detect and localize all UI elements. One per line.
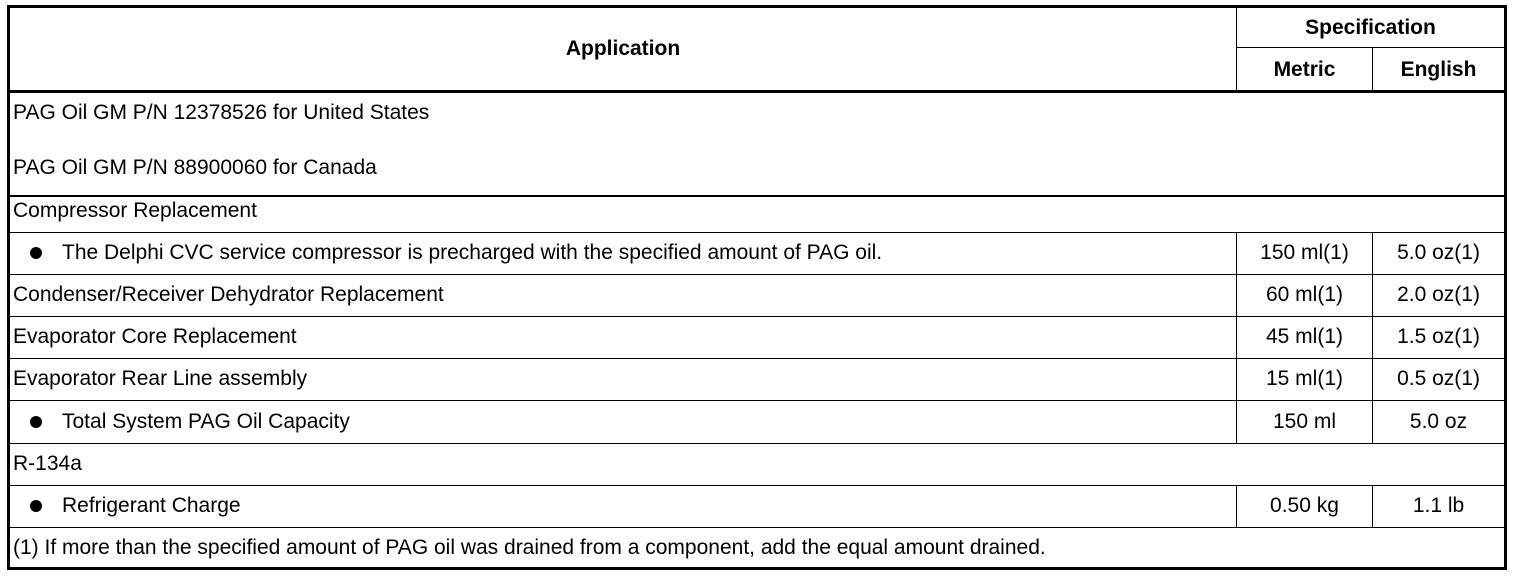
row-metric: 15 ml(1) <box>1265 367 1344 390</box>
divider <box>1237 47 1504 48</box>
row-metric: 150 ml(1) <box>1260 241 1349 264</box>
specification-table <box>7 5 1507 570</box>
row-english: 1.1 lb <box>1412 494 1465 517</box>
row-label: Compressor Replacement <box>13 199 257 222</box>
row-label: Evaporator Core Replacement <box>13 325 297 348</box>
row-english: 1.5 oz(1) <box>1397 325 1480 348</box>
divider <box>1236 232 1237 443</box>
header-english: English <box>1400 58 1477 81</box>
row-metric: 60 ml(1) <box>1265 283 1344 306</box>
divider <box>8 443 1504 444</box>
divider <box>8 195 1504 197</box>
row-english: 5.0 oz(1) <box>1397 241 1480 264</box>
row-label: Condenser/Receiver Dehydrator Replacemen… <box>13 283 444 306</box>
bullet-icon <box>30 500 42 512</box>
row-english: 5.0 oz <box>1409 410 1468 433</box>
row-label: Evaporator Rear Line assembly <box>13 367 308 390</box>
footnote: (1) If more than the specified amount of… <box>13 536 1046 559</box>
row-metric: 45 ml(1) <box>1265 325 1344 348</box>
row-label: PAG Oil GM P/N 88900060 for Canada <box>13 156 377 179</box>
bullet-icon <box>30 416 42 428</box>
divider <box>8 232 1504 233</box>
divider <box>1372 485 1373 527</box>
divider <box>1372 232 1373 443</box>
header-specification: Specification <box>1305 16 1436 39</box>
header-metric: Metric <box>1273 58 1336 81</box>
row-metric: 0.50 kg <box>1270 494 1339 517</box>
divider <box>8 485 1504 486</box>
divider <box>8 316 1504 317</box>
row-label: The Delphi CVC service compressor is pre… <box>62 241 883 264</box>
divider <box>1236 6 1237 92</box>
header-application: Application <box>565 37 681 60</box>
row-label: Total System PAG Oil Capacity <box>62 410 350 433</box>
divider <box>8 274 1504 275</box>
divider <box>1236 485 1237 527</box>
row-label: PAG Oil GM P/N 12378526 for United State… <box>13 101 430 124</box>
divider <box>8 527 1504 528</box>
divider <box>8 358 1504 359</box>
divider <box>1372 48 1373 92</box>
row-label: R-134a <box>13 452 82 475</box>
bullet-icon <box>30 247 42 259</box>
row-english: 0.5 oz(1) <box>1397 367 1480 390</box>
row-metric: 150 ml <box>1272 410 1337 433</box>
divider <box>8 90 1504 93</box>
divider <box>8 400 1504 401</box>
row-label: Refrigerant Charge <box>62 494 241 517</box>
row-english: 2.0 oz(1) <box>1397 283 1480 306</box>
